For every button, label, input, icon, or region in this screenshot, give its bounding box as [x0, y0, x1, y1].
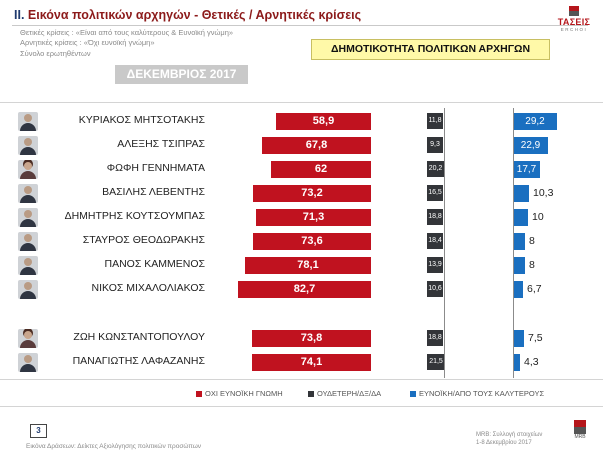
mrb-logo-text: MRB	[574, 434, 586, 440]
bar-positive-label: 6,7	[527, 283, 542, 295]
page-number: 3	[30, 424, 47, 438]
bar-positive-label: 8	[529, 235, 535, 247]
bar-neutral: 13,9	[427, 257, 443, 273]
bottom-separator	[0, 379, 603, 380]
top-separator	[0, 102, 603, 103]
bar-positive-label: 4,3	[524, 356, 539, 368]
bar-neutral: 18,8	[427, 330, 443, 346]
bar-positive	[513, 330, 524, 347]
bar-positive-label: 8	[529, 259, 535, 271]
bar-positive	[513, 233, 525, 250]
bar-negative: 71,3	[256, 209, 371, 226]
politician-name: ΔΗΜΗΤΡΗΣ ΚΟΥΤΣΟΥΜΠΑΣ	[64, 210, 205, 222]
bar-neutral: 20,2	[427, 161, 444, 177]
bar-neutral: 10,6	[427, 281, 443, 297]
bar-negative: 62	[271, 161, 371, 178]
bar-neutral: 18,8	[427, 209, 443, 225]
bar-positive	[513, 257, 525, 274]
logo-subtext: ERCHOI	[560, 27, 588, 32]
bar-negative: 78,1	[245, 257, 371, 274]
page-title: II. Εικόνα πολιτικών αρχηγών - Θετικές /…	[14, 8, 361, 22]
bar-positive	[513, 185, 529, 202]
legend-item-negative: ΟΧΙ ΕΥΝΟΪΚΗ ΓΝΩΜΗ	[196, 389, 283, 398]
chart-title-banner: ΔΗΜΟΤΙΚΟΤΗΤΑ ΠΟΛΙΤΙΚΩΝ ΑΡΧΗΓΩΝ	[311, 39, 550, 60]
politician-name: ΦΩΦΗ ΓΕΝΝΗΜΑΤΑ	[106, 162, 205, 174]
bar-negative: 73,8	[252, 330, 371, 347]
politician-name: ΠΑΝΑΓΙΩΤΗΣ ΛΑΦΑΖΑΝΗΣ	[72, 355, 205, 367]
bar-positive-label: 10	[532, 211, 544, 223]
section-title: Εικόνα πολιτικών αρχηγών - Θετικές / Αρν…	[27, 8, 362, 22]
positive-axis	[513, 108, 514, 378]
bar-neutral: 21,5	[427, 354, 445, 370]
bar-positive: 17,7	[513, 161, 540, 178]
politician-photo	[18, 160, 38, 179]
legend-swatch-icon	[308, 391, 314, 398]
legend-swatch-icon	[196, 391, 202, 398]
legend-label: ΕΥΝΟΪΚΗ/ΑΠΟ ΤΟΥΣ ΚΑΛΥΤΕΡΟΥΣ	[419, 389, 545, 398]
section-number: II.	[14, 8, 25, 22]
politician-photo	[18, 232, 38, 251]
bar-positive	[513, 281, 523, 298]
legend-label: ΟΥΔΕΤΕΡΗ/ΔΞ/ΔΑ	[317, 389, 382, 398]
legend-item-neutral: ΟΥΔΕΤΕΡΗ/ΔΞ/ΔΑ	[308, 389, 381, 398]
bar-positive	[513, 354, 520, 371]
bar-negative: 73,6	[253, 233, 371, 250]
neutral-axis	[444, 108, 445, 378]
fieldwork-note: MRB: Συλλογή στοιχείων	[476, 432, 543, 438]
legend-label: ΟΧΙ ΕΥΝΟΪΚΗ ΓΝΩΜΗ	[205, 389, 283, 398]
politician-photo	[18, 329, 38, 348]
tasis-logo: ΤΑΣΕΙΣ ERCHOI	[556, 6, 592, 32]
politician-photo	[18, 208, 38, 227]
fieldwork-dates: 1-8 Δεκεμβρίου 2017	[476, 440, 532, 446]
bar-positive: 22,9	[513, 137, 548, 154]
mrb-logo-icon	[574, 420, 586, 434]
legend-swatch-icon	[410, 391, 416, 398]
bar-negative: 74,1	[252, 354, 371, 371]
politician-photo	[18, 136, 38, 155]
bar-positive: 29,2	[513, 113, 557, 130]
politician-name: ΑΛΕΞΗΣ ΤΣΙΠΡΑΣ	[117, 138, 205, 150]
politician-name: ΠΑΝΟΣ ΚΑΜΜΕΝΟΣ	[104, 258, 206, 270]
bar-positive	[513, 209, 528, 226]
meta-negative: Αρνητικές κρίσεις : «Όχι ευνοϊκή γνώμη»	[20, 38, 155, 47]
logo-mark-icon	[569, 6, 579, 16]
legend-item-positive: ΕΥΝΟΪΚΗ/ΑΠΟ ΤΟΥΣ ΚΑΛΥΤΕΡΟΥΣ	[410, 389, 544, 398]
politician-photo	[18, 280, 38, 299]
politician-name: ΚΥΡΙΑΚΟΣ ΜΗΤΣΟΤΑΚΗΣ	[78, 114, 205, 126]
meta-base: Σύνολο ερωτηθέντων	[20, 49, 91, 58]
period-label: ΔΕΚΕΜΒΡΙΟΣ 2017	[115, 65, 248, 84]
bar-negative: 58,9	[276, 113, 371, 130]
bar-negative: 73,2	[253, 185, 371, 202]
politician-name: ΝΙΚΟΣ ΜΙΧΑΛΟΛΙΑΚΟΣ	[91, 282, 205, 294]
bar-neutral: 18,4	[427, 233, 443, 249]
meta-positive: Θετικές κρίσεις : «Είναι από τους καλύτε…	[20, 28, 234, 37]
politician-photo	[18, 184, 38, 203]
logo-wordmark: ΤΑΣΕΙΣ	[557, 17, 591, 27]
source-note: Εικόνα Δράσεων: Δείκτες Αξιολόγησης πολι…	[26, 443, 202, 450]
footer-separator	[0, 406, 603, 407]
politician-name: ΣΤΑΥΡΟΣ ΘΕΟΔΩΡΑΚΗΣ	[82, 234, 205, 246]
bar-neutral: 16,5	[427, 185, 443, 201]
header-divider	[12, 25, 588, 26]
politician-photo	[18, 256, 38, 275]
politician-photo	[18, 112, 38, 131]
politician-photo	[18, 353, 38, 372]
bar-neutral: 11,8	[427, 113, 443, 129]
bar-positive-label: 7,5	[528, 332, 543, 344]
politician-name: ΖΩΗ ΚΩΝΣΤΑΝΤΟΠΟΥΛΟΥ	[73, 331, 205, 343]
bar-neutral: 9,3	[427, 137, 443, 153]
politician-name: ΒΑΣΙΛΗΣ ΛΕΒΕΝΤΗΣ	[102, 186, 205, 198]
bar-positive-label: 10,3	[533, 187, 554, 199]
bar-negative: 67,8	[262, 137, 371, 154]
bar-negative: 82,7	[238, 281, 371, 298]
mrb-logo: MRB	[570, 420, 590, 446]
